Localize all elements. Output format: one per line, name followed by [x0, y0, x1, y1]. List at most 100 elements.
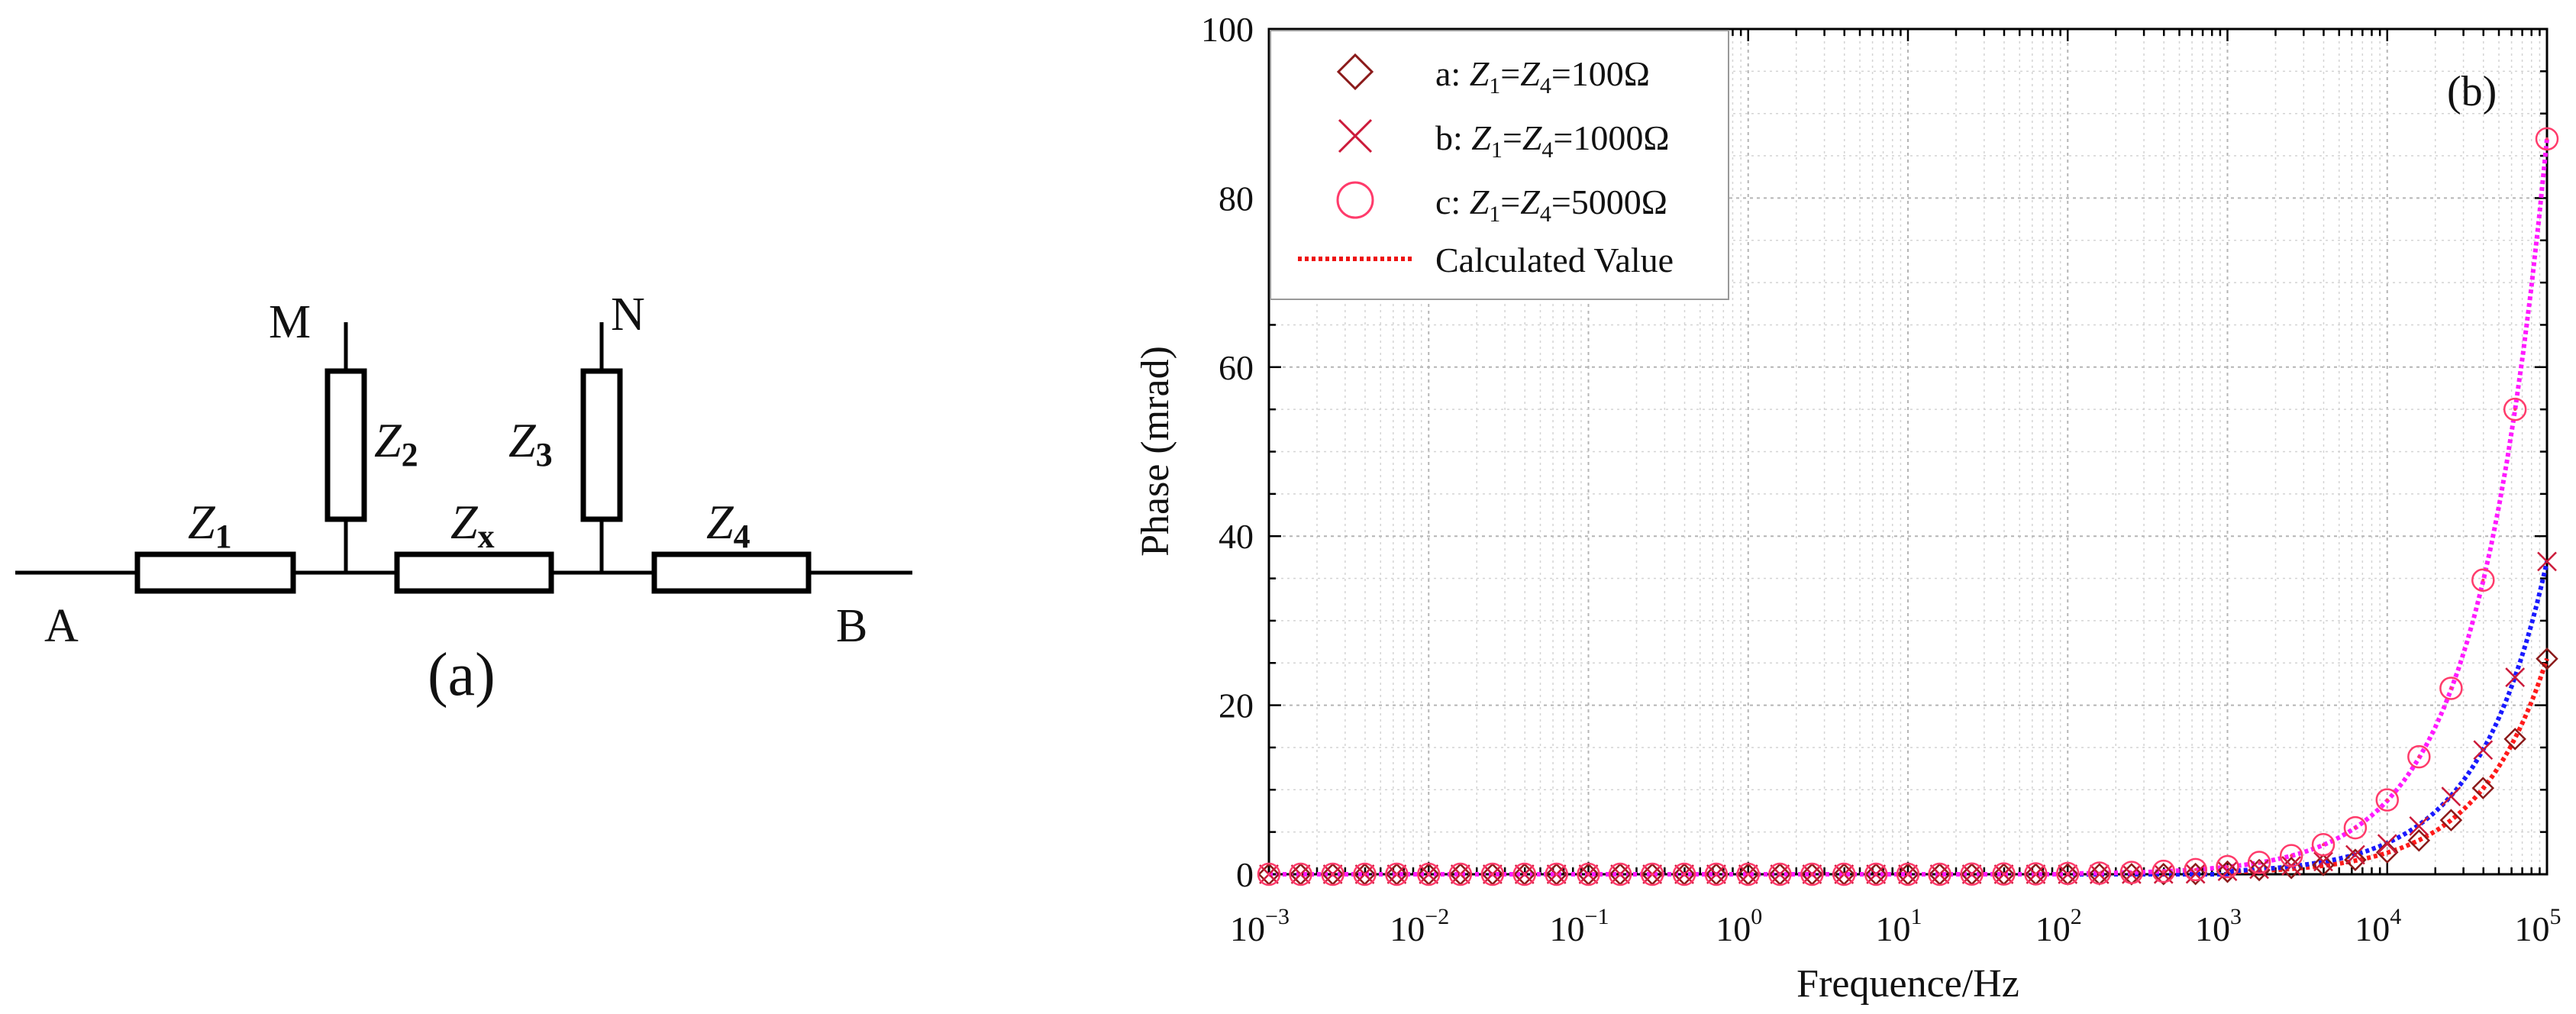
y-tick-label: 60: [1219, 348, 1254, 387]
marker-b: [2537, 551, 2557, 572]
x-tick-exponent: 5: [2550, 904, 2561, 929]
marker-b: [2441, 786, 2461, 807]
legend-text-b: b: Z1=Z4=1000Ω: [1435, 118, 1670, 163]
marker-c-dot: [1267, 873, 1270, 876]
marker-c-dot: [1619, 873, 1622, 876]
x-tick-exponent: −1: [1585, 904, 1609, 929]
y-tick-label: 20: [1219, 686, 1254, 725]
marker-c-dot: [1554, 873, 1558, 876]
y-tick-label: 80: [1219, 179, 1254, 218]
marker-c-dot: [2513, 408, 2517, 412]
x-axis-label: Frequence/Hz: [1796, 962, 2019, 1006]
legend-text-calculated: Calculated Value: [1435, 241, 1674, 279]
resistor-z4: [651, 551, 812, 594]
marker-c: [2056, 861, 2080, 886]
marker-b: [2217, 861, 2238, 882]
marker-c-dot: [2258, 861, 2261, 864]
marker-c: [1257, 862, 1281, 886]
marker-c-dot: [1522, 873, 1526, 876]
resistor-z2: [324, 368, 367, 522]
marker-c-dot: [2002, 872, 2006, 876]
terminal-b: B: [836, 600, 867, 652]
x-tick-label: 103: [2195, 904, 2242, 948]
marker-a: [2152, 863, 2175, 886]
marker-b: [2409, 816, 2429, 836]
marker-c: [2503, 397, 2527, 421]
marker-c-dot: [1490, 873, 1494, 876]
legend-text-a: a: Z1=Z4=100Ω: [1435, 54, 1650, 98]
x-tick-label: 100: [1716, 904, 1762, 948]
marker-a: [2536, 647, 2558, 670]
x-tick-exponent: −2: [1425, 904, 1449, 929]
x-tick-label: 10−2: [1390, 904, 1449, 948]
marker-c-dot: [1587, 873, 1590, 876]
marker-c-dot: [1299, 873, 1303, 876]
panel-b-label: (b): [2447, 68, 2497, 115]
terminal-m: M: [269, 296, 311, 348]
legend-entry-b: b: Z1=Z4=1000Ω: [1338, 118, 1670, 163]
marker-c-dot: [2161, 870, 2165, 874]
legend-entry-calculated: Calculated Value: [1298, 241, 1674, 279]
legend-marker-c: [1336, 181, 1374, 219]
marker-c-dot: [2290, 854, 2294, 857]
marker-c: [1577, 862, 1600, 886]
marker-c: [2152, 859, 2176, 883]
x-tick-base: 10: [1550, 909, 1585, 948]
marker-c-dot: [1938, 873, 1942, 876]
marker-c: [1768, 862, 1792, 886]
marker-b: [2345, 844, 2365, 865]
marker-a: [2184, 862, 2207, 886]
marker-c-dot: [1427, 873, 1431, 876]
marker-c-dot: [1363, 873, 1367, 876]
x-tick-base: 10: [1230, 909, 1265, 948]
marker-c-dot: [2322, 843, 2326, 847]
marker-c: [1289, 862, 1312, 886]
marker-a: [2344, 848, 2367, 871]
label-zx: Zx: [450, 495, 495, 555]
marker-a: [2248, 858, 2271, 882]
terminal-n: N: [611, 289, 645, 341]
marker-c-dot: [1395, 873, 1399, 876]
marker-c-dot: [1810, 873, 1814, 876]
marker-c-dot: [1683, 873, 1687, 876]
marker-c: [1896, 862, 1920, 886]
x-tick-exponent: 1: [1911, 904, 1922, 929]
y-tick-label: 100: [1201, 10, 1254, 49]
legend-entry-c: c: Z1=Z4=5000Ω: [1336, 181, 1667, 227]
x-tick-base: 10: [1390, 909, 1425, 948]
marker-c: [2471, 568, 2495, 593]
x-tick-base: 10: [1876, 909, 1911, 948]
label-z1: Z1: [188, 495, 232, 555]
x-tick-label: 10−3: [1230, 904, 1290, 948]
marker-c: [2247, 851, 2271, 874]
marker-a: [2439, 809, 2463, 832]
marker-c-dot: [1746, 873, 1750, 876]
x-tick-exponent: 0: [1751, 904, 1762, 929]
marker-c: [1545, 862, 1568, 886]
marker-c: [1992, 862, 2016, 886]
marker-c-dot: [2481, 578, 2485, 582]
terminal-a: A: [44, 600, 79, 652]
marker-c-dot: [1778, 873, 1782, 876]
marker-c: [1417, 862, 1441, 886]
marker-c-dot: [2097, 871, 2101, 875]
marker-c: [1608, 862, 1632, 886]
calculated-lines: [1269, 138, 2549, 877]
marker-c: [1448, 862, 1473, 886]
marker-a: [2216, 860, 2239, 883]
marker-a: [2312, 854, 2335, 877]
y-axis-label: Phase (mrad): [1134, 346, 1177, 557]
x-tick-label: 102: [2035, 904, 2082, 948]
marker-b: [2377, 834, 2397, 854]
marker-a: [2120, 863, 2143, 886]
marker-c-dot: [1331, 873, 1335, 876]
marker-c-dot: [1842, 873, 1846, 876]
marker-c: [2024, 862, 2048, 886]
label-z2: Z2: [374, 413, 418, 473]
legend-box: [1270, 30, 1729, 300]
x-tick-label: 104: [2355, 904, 2401, 948]
marker-c: [1928, 862, 1951, 886]
panel-a-label: (a): [428, 641, 496, 709]
